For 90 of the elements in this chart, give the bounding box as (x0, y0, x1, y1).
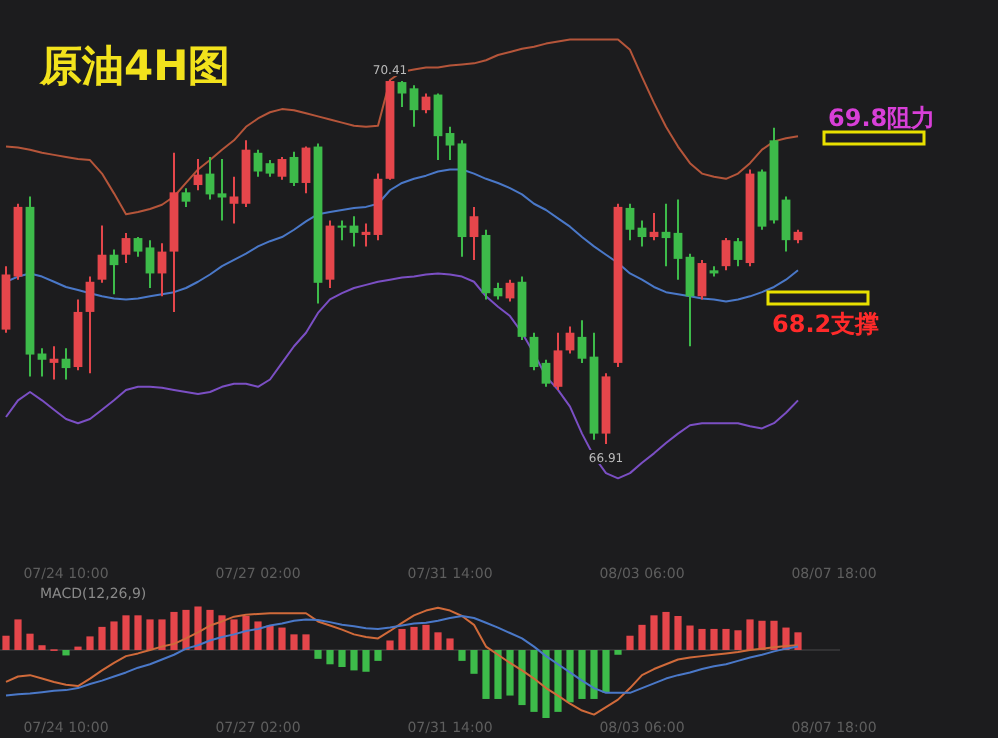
candlestick (301, 145, 311, 195)
candlestick (625, 202, 635, 242)
bar (98, 626, 106, 650)
bar (602, 650, 610, 693)
bar (566, 650, 574, 703)
bar (326, 650, 334, 665)
bar (146, 619, 154, 650)
bar (446, 638, 454, 650)
bar (2, 635, 10, 650)
candlestick (697, 258, 707, 301)
bar (698, 628, 706, 650)
bar (494, 650, 502, 699)
candlestick (529, 331, 539, 372)
bar (110, 621, 118, 650)
bar (170, 611, 178, 650)
bar (86, 636, 94, 650)
candlestick (181, 187, 191, 208)
bar (26, 633, 34, 650)
bar (62, 650, 70, 656)
bar (530, 650, 538, 712)
bar (770, 620, 778, 650)
bar (434, 632, 442, 650)
bar (722, 628, 730, 650)
candlestick (553, 331, 563, 391)
annotation: 68.2支撑 (772, 310, 880, 338)
bar (578, 650, 586, 699)
bar (470, 650, 478, 674)
bar (194, 606, 202, 650)
bar (734, 630, 742, 650)
bar (518, 650, 526, 706)
bar (242, 616, 250, 650)
candlestick (289, 150, 299, 188)
bar (362, 650, 370, 672)
annotation: 69.8阻力 (828, 104, 936, 132)
bar (686, 625, 694, 650)
candlestick (733, 237, 743, 268)
bar (350, 650, 358, 671)
candlestick (445, 125, 455, 162)
chart-title: 原油4H图 (38, 42, 231, 90)
bar (302, 634, 310, 650)
bar (338, 650, 346, 667)
bar (638, 624, 646, 650)
candlestick (97, 224, 107, 284)
candlestick (541, 358, 551, 388)
bar (290, 634, 298, 650)
bar (398, 628, 406, 650)
bar (314, 650, 322, 659)
candlestick (85, 275, 95, 375)
candlestick (409, 84, 419, 128)
candlestick (433, 92, 443, 162)
bar (278, 627, 286, 650)
bar (542, 650, 550, 718)
bar (554, 650, 562, 712)
bar (266, 625, 274, 650)
bar (506, 650, 514, 696)
bar (758, 620, 766, 650)
candlestick (685, 252, 695, 348)
bar (662, 611, 670, 650)
bar (410, 626, 418, 650)
bar (230, 619, 238, 650)
bar (14, 619, 22, 650)
candlestick (133, 236, 143, 258)
bar (158, 619, 166, 650)
bar (590, 650, 598, 699)
candlestick (277, 155, 287, 181)
bar (650, 615, 658, 650)
candlestick (121, 231, 131, 265)
bar (134, 615, 142, 650)
bar (386, 640, 394, 650)
candlestick (217, 158, 227, 222)
candlestick (469, 205, 479, 261)
bar (482, 650, 490, 699)
candlestick (781, 195, 791, 253)
candlestick (145, 239, 155, 289)
bar (710, 628, 718, 650)
candlestick (253, 148, 263, 178)
candlestick (577, 319, 587, 364)
bar (422, 624, 430, 650)
candlestick (229, 175, 239, 225)
bar (626, 635, 634, 650)
bar (374, 650, 382, 661)
candlestick (397, 80, 407, 109)
bar (746, 619, 754, 650)
candlestick (721, 237, 731, 272)
bar (254, 621, 262, 650)
bar (182, 609, 190, 650)
candlestick (673, 198, 683, 281)
bar (122, 615, 130, 650)
bar (674, 616, 682, 650)
bar (458, 650, 466, 661)
